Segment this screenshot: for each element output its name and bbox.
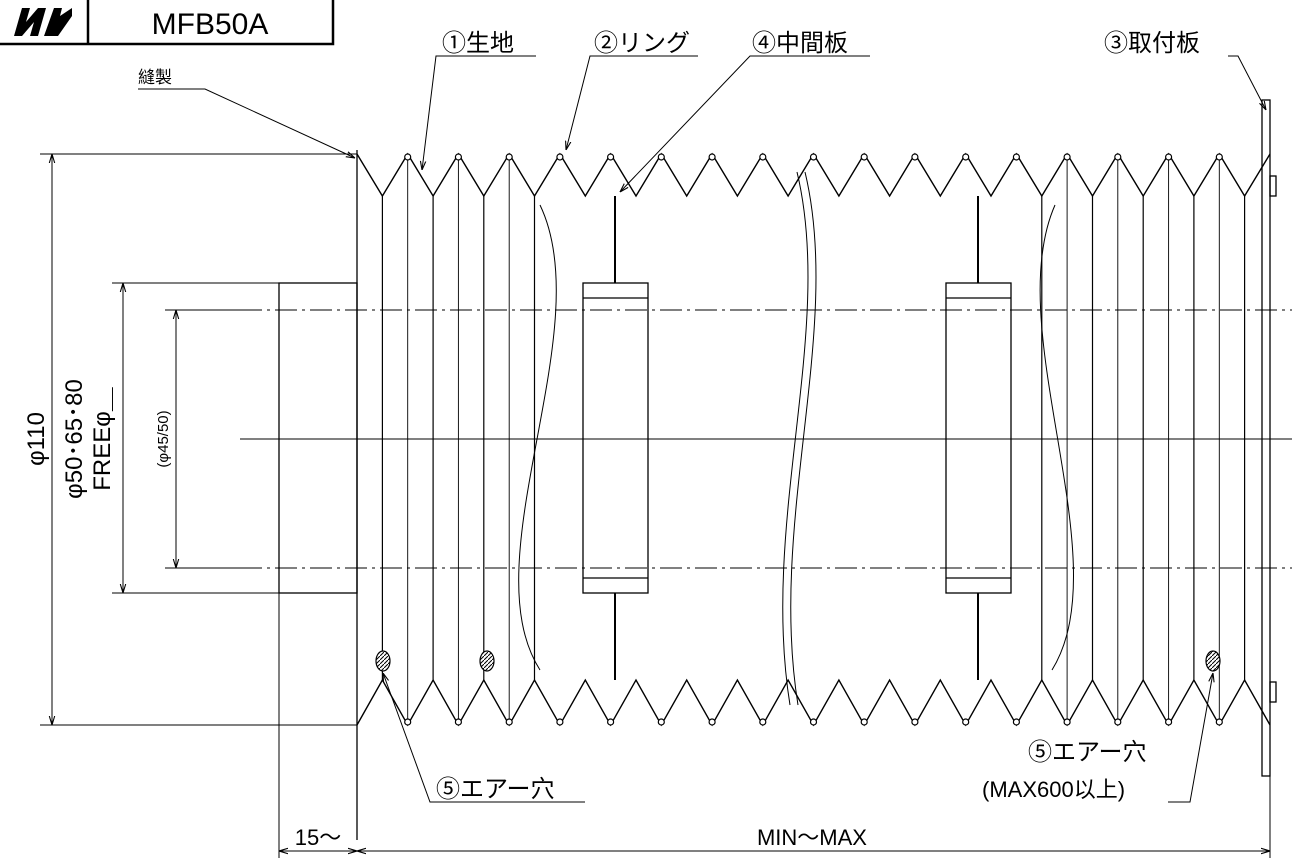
dimension-lines	[40, 153, 1271, 858]
ring-wire	[505, 718, 513, 726]
title-block: M MFB50A	[0, 0, 335, 46]
middle-plate-2	[945, 196, 1012, 680]
air-holes	[375, 650, 1221, 672]
ring-wire	[404, 153, 412, 161]
leader-lines	[138, 55, 1266, 803]
dim-bore-diameter: (φ45/50)	[155, 410, 172, 467]
ring-wire	[1164, 153, 1173, 161]
ring-wire	[1114, 718, 1122, 726]
company-logo: M	[0, 0, 72, 36]
model-number: MFB50A	[152, 8, 269, 41]
ring-wire	[1114, 153, 1122, 161]
ring-wire	[1164, 718, 1173, 726]
air-hole-marker	[375, 650, 391, 672]
ring-wire	[606, 718, 615, 726]
ring-wire	[454, 718, 462, 726]
ring-wire	[657, 153, 665, 161]
label-air-hole-left: ⑤エアー穴	[436, 776, 555, 803]
flange	[278, 150, 358, 840]
vertical-dimension-labels: φ110 φ50･65･80 FREEφ＿ (φ45/50)	[23, 379, 172, 499]
dim-flange-len: 15～	[295, 825, 341, 850]
ring-wire	[1012, 718, 1021, 726]
ring-wire	[1012, 153, 1021, 161]
middle-plate-1	[582, 196, 649, 680]
ring-wire	[556, 153, 564, 161]
ring-wire	[556, 718, 564, 726]
ring-wire	[1215, 153, 1223, 161]
air-hole-marker	[479, 650, 495, 672]
ring-wire	[759, 718, 767, 726]
ring-wire	[708, 718, 716, 726]
air-hole-marker	[1205, 650, 1221, 672]
label-air-hole-right: ⑤エアー穴	[1028, 739, 1147, 766]
dim-outer-diameter: φ110	[23, 412, 50, 466]
ring-wire	[809, 153, 818, 161]
ring-wire	[911, 153, 919, 161]
ring-wire	[962, 153, 970, 161]
ring-wire	[708, 153, 716, 161]
ring-wire	[860, 718, 868, 726]
label-middle-plate: ④中間板	[752, 30, 848, 57]
label-air-hole-note: (MAX600以上)	[982, 777, 1125, 802]
ring-wire	[1215, 718, 1223, 726]
label-ring: ②リング	[594, 30, 690, 57]
ring-wire	[454, 153, 462, 161]
ring-wire	[962, 718, 970, 726]
logo-text: M	[0, 0, 1, 1]
mount-plate	[1261, 99, 1277, 777]
labels: 縫製 ①生地 ②リング ④中間板 ③取付板 ⑤エアー穴 ⑤エアー穴 (MAX60…	[138, 30, 1200, 850]
ring-wire	[911, 718, 919, 726]
ring-wire	[404, 718, 412, 726]
dim-stroke: MIN～MAX	[757, 825, 867, 850]
center-lines	[240, 309, 1292, 569]
bellows-bottom-folds	[356, 678, 1271, 727]
ring-wire	[1063, 718, 1071, 726]
label-sewing: 縫製	[138, 68, 172, 87]
ring-wire	[759, 153, 767, 161]
ring-wire	[657, 718, 665, 726]
ring-wire	[505, 153, 513, 161]
dim-free-diameter: FREEφ＿	[89, 387, 116, 491]
ring-wire	[1063, 153, 1071, 161]
ring-wire	[606, 153, 615, 161]
ring-wire	[860, 153, 868, 161]
ring-wire	[809, 718, 818, 726]
dim-inner-diameter: φ50･65･80	[61, 379, 88, 499]
label-fabric: ①生地	[442, 30, 514, 57]
break-lines	[518, 171, 1074, 706]
label-mount-plate: ③取付板	[1104, 30, 1200, 57]
